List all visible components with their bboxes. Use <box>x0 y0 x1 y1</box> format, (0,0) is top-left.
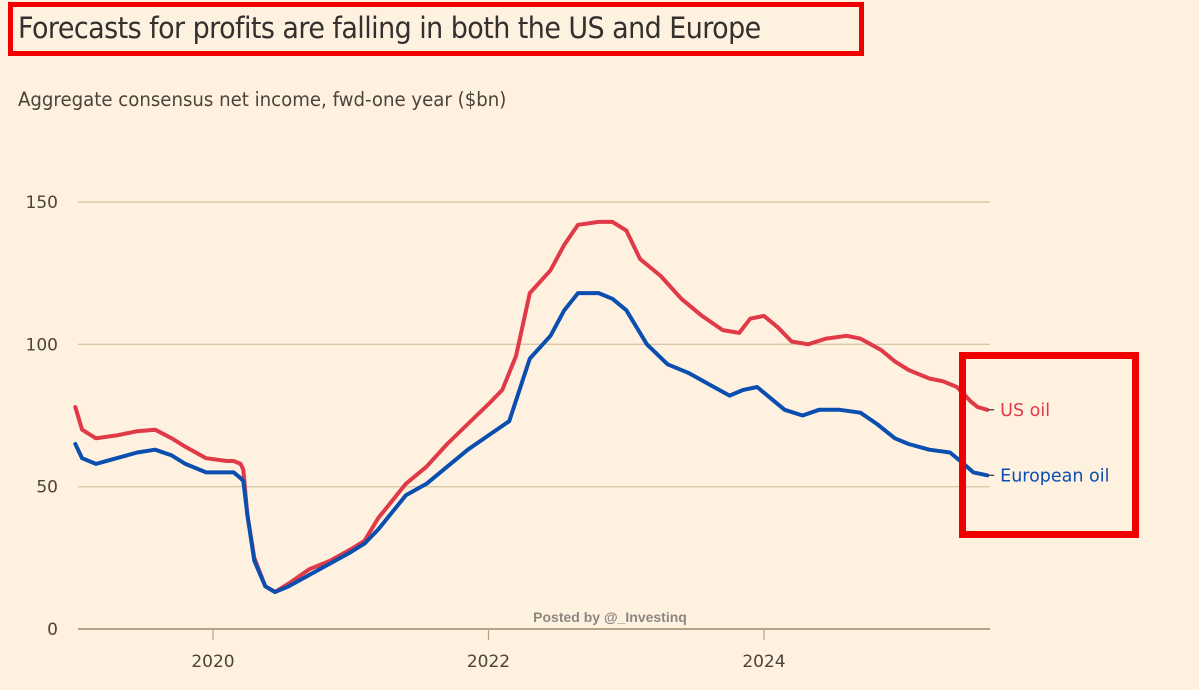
chart-title: Forecasts for profits are falling in bot… <box>18 11 761 45</box>
series-labels: US oil European oil <box>988 401 1110 486</box>
series-lines <box>73 219 990 594</box>
y-tick-label: 0 <box>47 620 58 640</box>
watermark: Posted by @_Investinq <box>533 609 687 625</box>
y-tick-label: 150 <box>26 193 58 213</box>
x-tick-label: 2024 <box>742 652 785 672</box>
chart-subtitle: Aggregate consensus net income, fwd-one … <box>18 88 507 111</box>
y-axis-ticks: 0 50 100 150 <box>26 193 58 640</box>
series-line-us-oil <box>73 219 990 594</box>
y-tick-label: 50 <box>36 478 58 498</box>
legend-highlight-box <box>959 352 1139 538</box>
series-label-us-oil: US oil <box>1000 401 1050 421</box>
x-tick-label: 2020 <box>191 652 234 672</box>
title-highlight-box <box>8 2 864 56</box>
y-tick-label: 100 <box>26 335 58 355</box>
x-tick-label: 2022 <box>467 652 510 672</box>
gridlines <box>78 201 990 630</box>
x-axis-ticks: 2020 2022 2024 <box>191 629 786 672</box>
series-line-european-oil <box>73 291 990 594</box>
series-label-european-oil: European oil <box>1000 466 1109 486</box>
